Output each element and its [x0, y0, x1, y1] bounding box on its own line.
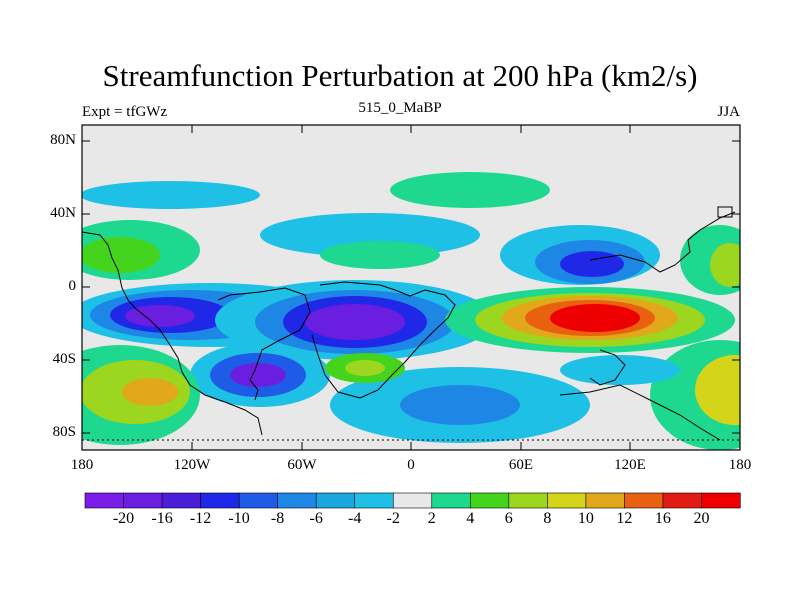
coastline-africa: [311, 281, 456, 399]
x-label-0: 0: [407, 457, 415, 473]
colorbar-label-4: -8: [270, 510, 285, 527]
colorbar-swatch-8: [392, 492, 433, 509]
colorbar-swatch-12: [547, 492, 587, 509]
coastline-island: [717, 206, 733, 218]
contour-level: [345, 360, 385, 376]
colorbar-swatch-13: [585, 492, 626, 509]
contour-level: [305, 304, 405, 340]
contour-level: [560, 251, 624, 277]
colorbar-label-9: 4: [466, 510, 475, 527]
colorbar-label-11: 8: [543, 510, 552, 527]
colorbar-swatch-1: [123, 492, 163, 509]
colorbar-label-10: 6: [504, 510, 513, 527]
run-id-label: 515_0_MaBP: [358, 100, 442, 116]
colorbar-label-8: 2: [427, 510, 436, 527]
colorbar-label-14: 16: [654, 510, 671, 527]
axis-ticks: [82, 125, 740, 450]
coastline-americas-west: [82, 231, 263, 436]
colorbar-swatch-16: [701, 492, 741, 509]
y-label-eq: 0: [68, 278, 77, 294]
colorbar-swatch-0: [84, 492, 125, 509]
coastlines: [82, 206, 740, 441]
colorbar-label-6: -4: [348, 510, 362, 527]
x-label-60w: 60W: [287, 457, 317, 473]
contour-level: [550, 304, 640, 332]
x-label-180w: 180: [70, 457, 94, 473]
colorbar-swatch-2: [161, 492, 202, 509]
colorbar-swatch-15: [662, 492, 703, 509]
contour-level: [230, 363, 286, 387]
colorbar-swatch-7: [354, 492, 394, 509]
colorbar-label-1: -16: [151, 510, 173, 527]
colorbar-label-2: -12: [189, 510, 212, 527]
contour-pos-mid-atlantic: [320, 241, 440, 269]
colorbar-label-0: -20: [112, 510, 135, 527]
x-label-120w: 120W: [173, 457, 211, 473]
contour-level: [560, 355, 680, 385]
colorbar-swatch-11: [508, 492, 548, 509]
colorbar-swatch-10: [469, 492, 510, 509]
colorbar-label-5: -6: [309, 510, 323, 527]
y-label-40s: 40S: [52, 351, 76, 367]
plot-title: Streamfunction Perturbation at 200 hPa (…: [102, 58, 698, 93]
coastline-antarctic: [559, 384, 721, 441]
x-label-60e: 60E: [508, 457, 534, 473]
colorbar: [84, 492, 741, 509]
contour-level: [122, 378, 178, 406]
contour-level: [710, 243, 740, 287]
colorbar-swatch-4: [238, 492, 279, 509]
colorbar-swatch-14: [624, 492, 664, 509]
y-label-40n: 40N: [50, 205, 76, 221]
colorbar-label-15: 20: [693, 510, 710, 527]
season-label: JJA: [717, 104, 740, 120]
x-label-180e: 180: [728, 457, 752, 473]
contour-level: [400, 385, 520, 425]
colorbar-label-13: 12: [616, 510, 633, 527]
colorbar-swatch-3: [200, 492, 240, 509]
y-label-80n: 80N: [50, 132, 76, 148]
y-label-80s: 80S: [52, 424, 76, 440]
colorbar-label-7: -2: [386, 510, 400, 527]
contour-level: [82, 237, 160, 273]
contour-field: [82, 172, 740, 450]
colorbar-swatch-6: [315, 492, 356, 509]
contour-level: [695, 355, 740, 425]
experiment-label: Expt = tfGWz: [82, 104, 168, 120]
colorbar-swatch-9: [431, 492, 471, 509]
contour-neg-north-pacific: [82, 181, 260, 209]
colorbar-label-12: 10: [577, 510, 594, 527]
coastline-australia: [589, 349, 626, 386]
x-label-120e: 120E: [614, 457, 646, 473]
contour-level: [125, 305, 195, 327]
colorbar-swatch-5: [277, 492, 317, 509]
coastline-south-america: [217, 287, 311, 401]
contour-pos-north-atlantic: [390, 172, 550, 208]
coastline-asia: [589, 211, 736, 273]
colorbar-label-3: -10: [228, 510, 250, 527]
